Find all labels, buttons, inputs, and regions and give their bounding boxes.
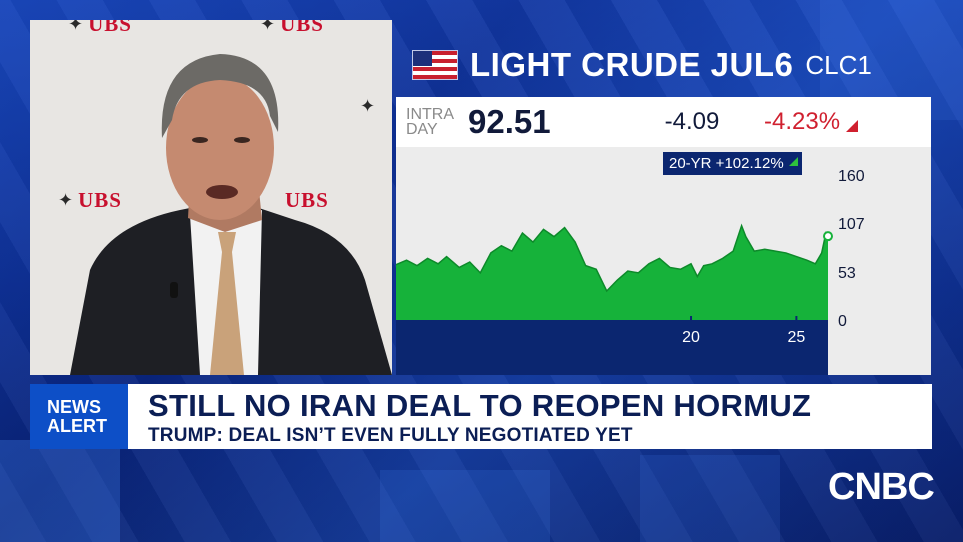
ubs-keys-icon: ✦ <box>68 20 84 35</box>
instrument-title: LIGHT CRUDE JUL6 <box>470 46 794 83</box>
ubs-logo: UBS <box>285 188 329 212</box>
news-alert-tag: NEWS ALERT <box>30 384 128 449</box>
headline: STILL NO IRAN DEAL TO REOPEN HORMUZ <box>148 388 812 423</box>
ubs-keys-icon: ✦ <box>58 190 74 211</box>
last-price: 92.51 <box>468 103 551 140</box>
y-tick-label: 0 <box>838 313 847 330</box>
last-price-marker <box>823 231 833 242</box>
price-area <box>396 225 828 320</box>
y-tick-label: 107 <box>838 216 865 233</box>
cnbc-logo: CNBC <box>828 466 935 508</box>
presenter <box>70 54 392 375</box>
intraday-label: INTRA DAY <box>406 106 454 138</box>
ubs-logo: ✦ UBS <box>68 20 132 37</box>
price-line <box>396 223 829 293</box>
x-axis-band <box>396 320 828 375</box>
ubs-logo: ✦ UBS <box>260 20 324 37</box>
background-cube <box>0 440 120 542</box>
background-cube <box>380 470 550 542</box>
news-alert-banner: NEWS ALERT STILL NO IRAN DEAL TO REOPEN … <box>30 384 932 449</box>
long-term-badge: 20-YR +102.12% <box>663 152 802 175</box>
x-tick-label: 25 <box>787 329 805 346</box>
instrument-symbol: CLC1 <box>805 49 872 80</box>
price-change: -4.09 <box>664 108 720 135</box>
y-tick-label: 160 <box>838 168 865 185</box>
ubs-keys-icon: ✦ <box>260 20 276 35</box>
down-triangle-icon <box>846 120 859 132</box>
price-chart-svg: 160 107 53 0 20 25 <box>396 168 865 375</box>
ubs-keys-icon: ✦ <box>360 96 376 117</box>
price-chart: 160 107 53 0 20 25 20-YR +102.12% <box>396 147 931 375</box>
subheadline: TRUMP: DEAL ISN’T EVEN FULLY NEGOTIATED … <box>148 425 633 446</box>
ubs-logo: ✦ <box>360 96 375 117</box>
ticker-title-row: LIGHT CRUDE JUL6 CLC1 <box>412 40 872 90</box>
ubs-logo: ✦ UBS <box>58 188 122 212</box>
price-change-percent: -4.23% <box>764 108 841 135</box>
quote-bar: INTRA DAY 92.51 -4.09 -4.23% <box>396 97 931 147</box>
y-tick-label: 53 <box>838 265 856 282</box>
x-tick-label: 20 <box>682 329 700 346</box>
up-triangle-icon <box>788 157 798 166</box>
background-cube <box>640 455 780 542</box>
video-feed: ✦ UBS ✦ UBS ✦ ✦ UBS UBS <box>30 20 392 375</box>
us-flag-icon <box>412 50 458 80</box>
